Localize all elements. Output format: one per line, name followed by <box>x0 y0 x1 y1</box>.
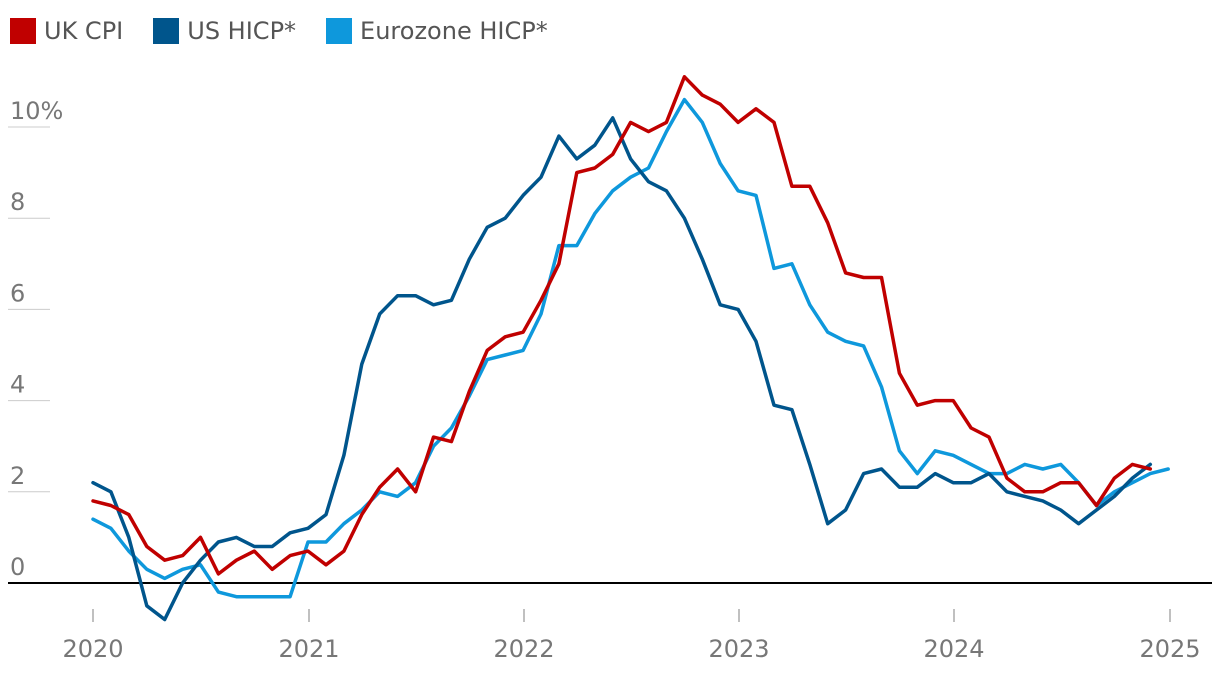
y-tick-label: 10% <box>10 97 63 125</box>
x-tick-label: 2023 <box>708 635 769 663</box>
x-tick-label: 2025 <box>1139 635 1200 663</box>
series-line-uk-cpi <box>91 75 1153 576</box>
legend-label-eurozone-hicp: Eurozone HICP* <box>360 17 548 45</box>
x-tick-label: 2021 <box>278 635 339 663</box>
y-tick-label: 4 <box>10 371 25 399</box>
x-tick-label: 2022 <box>493 635 554 663</box>
y-tick-label: 2 <box>10 462 25 490</box>
x-tick-label: 2020 <box>62 635 123 663</box>
legend-item-uk-cpi: UK CPI <box>10 17 123 45</box>
legend-label-uk-cpi: UK CPI <box>44 17 124 45</box>
series-lines <box>91 75 1170 622</box>
y-gridlines <box>8 126 50 493</box>
y-tick-label: 0 <box>10 553 25 581</box>
y-tick-label: 8 <box>10 188 25 216</box>
y-tick-label: 6 <box>10 279 25 307</box>
legend: UK CPI US HICP* Eurozone HICP* <box>10 14 578 48</box>
legend-label-us-hicp: US HICP* <box>187 17 297 45</box>
series-line-us-hicp <box>91 116 1153 622</box>
y-axis-tick-labels: 0 2 4 6 8 10% <box>10 97 63 581</box>
legend-swatch-eurozone-hicp <box>326 18 353 44</box>
x-tick-label: 2024 <box>923 635 984 663</box>
legend-item-eurozone-hicp: Eurozone HICP* <box>326 17 548 45</box>
series-line-eurozone-hicp <box>91 97 1170 599</box>
x-axis-ticks: 2020 2021 2022 2023 2024 2025 <box>62 609 1201 663</box>
legend-swatch-uk-cpi <box>10 18 36 44</box>
legend-swatch-us-hicp <box>153 18 180 44</box>
legend-item-us-hicp: US HICP* <box>153 17 296 45</box>
